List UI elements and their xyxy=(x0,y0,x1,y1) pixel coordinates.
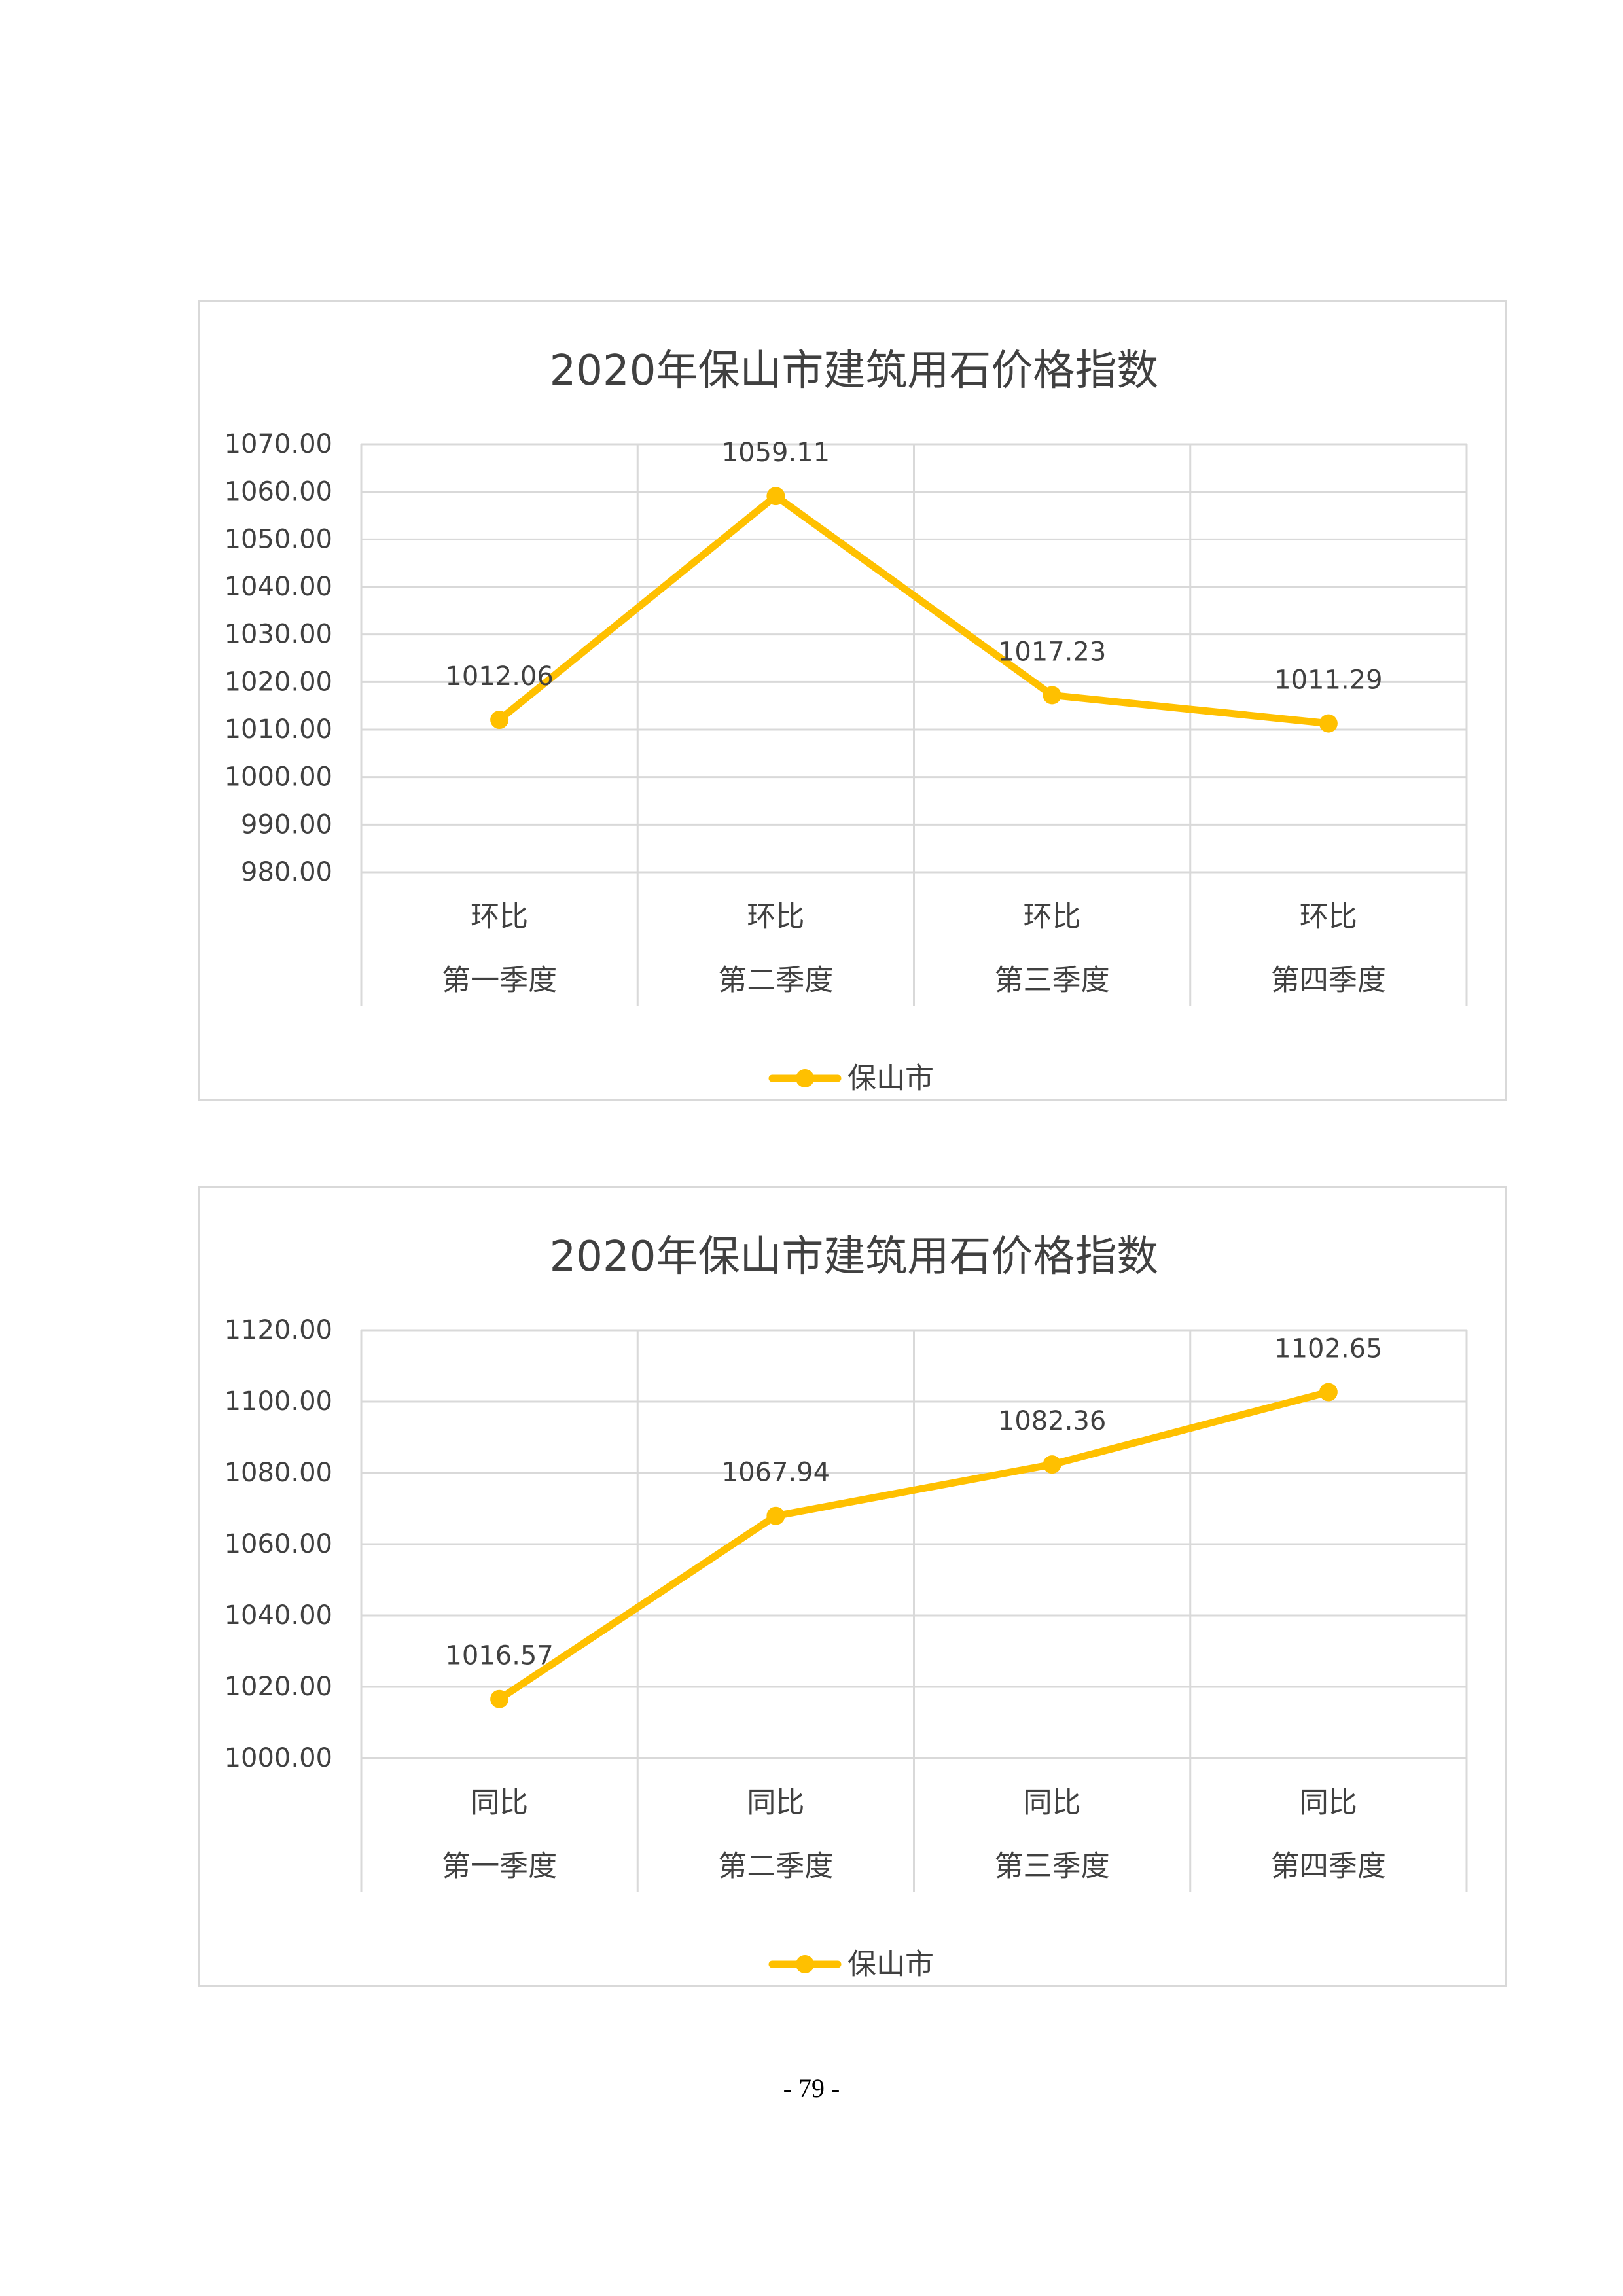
x-category-label: 环比 xyxy=(1300,900,1357,934)
chart-svg-yoy: 2020年保山市建筑用石价格指数 1120.00 1100.00 1080.00 106… xyxy=(224,1233,1468,1981)
chart-title: 2020年保山市建筑用石价格指数 xyxy=(550,1233,1159,1281)
data-point-marker xyxy=(1319,714,1338,733)
data-label: 1067.94 xyxy=(722,1458,830,1488)
x-category-label: 第三季度 xyxy=(995,1850,1110,1883)
data-label: 1016.57 xyxy=(445,1641,553,1671)
x-category-label: 第一季度 xyxy=(442,1850,557,1883)
x-category-label: 第三季度 xyxy=(995,964,1110,997)
data-point-marker xyxy=(490,1689,509,1708)
chart-svg-qoq: 2020年保山市建筑用石价格指数 1070.00 1060.00 1050.00 104… xyxy=(224,347,1468,1095)
y-tick-label: 1010.00 xyxy=(224,715,332,745)
x-category-label: 第一季度 xyxy=(442,964,557,997)
y-tick-label: 1020.00 xyxy=(224,667,332,697)
x-category-label: 第二季度 xyxy=(718,1850,833,1883)
legend-marker xyxy=(796,1955,814,1973)
y-tick-label: 1120.00 xyxy=(224,1315,332,1345)
data-label: 1012.06 xyxy=(445,662,553,692)
y-tick-label: 1000.00 xyxy=(224,1743,332,1773)
x-category-label: 环比 xyxy=(471,900,528,934)
y-tick-label: 1040.00 xyxy=(224,1600,332,1631)
legend-marker xyxy=(796,1069,814,1087)
x-category-label: 同比 xyxy=(1300,1786,1357,1820)
page-number: - 79 - xyxy=(783,2074,840,2103)
data-label: 1017.23 xyxy=(998,637,1106,667)
data-point-marker xyxy=(1043,1455,1061,1474)
data-point-marker xyxy=(766,1506,785,1525)
y-tick-label: 1000.00 xyxy=(224,762,332,792)
y-tick-label: 1070.00 xyxy=(224,429,332,459)
y-tick-label: 1060.00 xyxy=(224,1529,332,1559)
legend-label: 保山市 xyxy=(847,1062,934,1095)
data-point-marker xyxy=(1319,1383,1338,1402)
chart-title: 2020年保山市建筑用石价格指数 xyxy=(550,347,1159,395)
data-point-marker xyxy=(1043,686,1061,705)
legend-label: 保山市 xyxy=(847,1948,934,1981)
data-point-marker xyxy=(490,711,509,730)
x-category-label: 同比 xyxy=(471,1786,528,1820)
data-label: 1059.11 xyxy=(722,438,830,468)
y-tick-label: 990.00 xyxy=(241,809,332,839)
data-label: 1082.36 xyxy=(998,1406,1106,1436)
x-category-label: 环比 xyxy=(747,900,804,934)
y-tick-label: 1040.00 xyxy=(224,572,332,602)
series-line xyxy=(495,1388,1332,1703)
y-tick-label: 1020.00 xyxy=(224,1672,332,1702)
x-category-label: 第二季度 xyxy=(718,964,833,997)
x-category-label: 同比 xyxy=(747,1786,804,1820)
y-tick-label: 1080.00 xyxy=(224,1458,332,1488)
series-line xyxy=(495,492,1332,728)
data-label: 1011.29 xyxy=(1274,665,1382,696)
x-category-label: 环比 xyxy=(1024,900,1081,934)
y-tick-label: 980.00 xyxy=(241,857,332,887)
y-tick-label: 1100.00 xyxy=(224,1386,332,1417)
x-category-label: 第四季度 xyxy=(1271,1850,1386,1883)
x-category-label: 第四季度 xyxy=(1271,964,1386,997)
chart-panel-yoy: 2020年保山市建筑用石价格指数 1120.00 1100.00 1080.00 106… xyxy=(198,1186,1507,1987)
data-label: 1102.65 xyxy=(1274,1334,1382,1364)
chart-panel-qoq: 2020年保山市建筑用石价格指数 1070.00 1060.00 1050.00 104… xyxy=(198,300,1507,1101)
x-category-label: 同比 xyxy=(1024,1786,1081,1820)
y-tick-label: 1050.00 xyxy=(224,524,332,554)
data-point-marker xyxy=(766,487,785,506)
y-tick-label: 1060.00 xyxy=(224,477,332,507)
y-tick-label: 1030.00 xyxy=(224,620,332,650)
